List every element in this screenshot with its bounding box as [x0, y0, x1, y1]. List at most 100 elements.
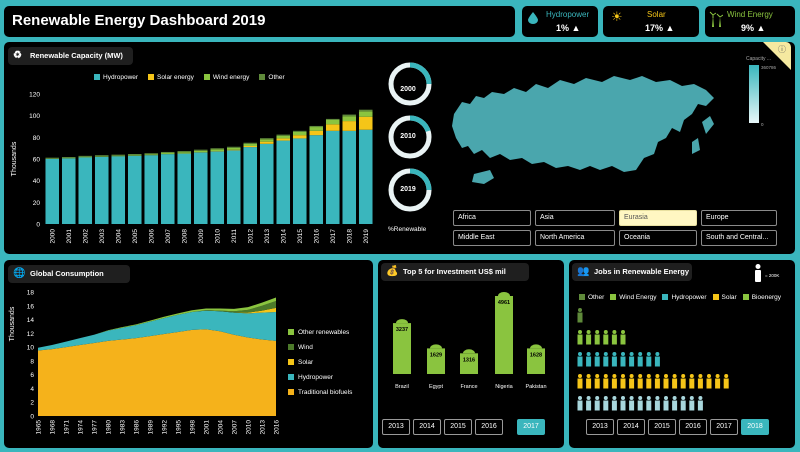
person-body — [689, 378, 695, 389]
region-europe[interactable]: Europe — [701, 210, 777, 226]
invest-year-2015[interactable]: 2015 — [444, 419, 472, 435]
jobs-person-icon — [637, 396, 643, 411]
person-body — [646, 356, 652, 367]
consumption-legend-swatch — [288, 374, 294, 380]
investment-bar-cap — [463, 349, 475, 354]
jobs-year-2013[interactable]: 2013 — [586, 419, 614, 435]
capacity-chart: Thousands 0 20 40 60 80 100 120 2000 2001 2002 2003… — [11, 92, 373, 244]
jobs-person-icon — [646, 374, 652, 389]
jobs-year-2015[interactable]: 2015 — [648, 419, 676, 435]
person-body — [629, 378, 635, 389]
capacity-bar-hydropower — [61, 158, 76, 224]
invest-year-2016[interactable]: 2016 — [475, 419, 503, 435]
region-asia[interactable]: Asia — [535, 210, 615, 226]
person-head — [638, 352, 643, 356]
jobs-year-2018[interactable]: 2018 — [741, 419, 769, 435]
jobs-person-icon — [603, 374, 609, 389]
capacity-bar-hydropower — [193, 152, 208, 224]
jobs-unit-label: = 200K — [765, 273, 780, 278]
legend-hydropower: Hydropower — [94, 74, 138, 81]
jobs-person-icon — [646, 396, 652, 411]
jobs-person-icon — [663, 396, 669, 411]
capacity-x-tick: 2007 — [165, 229, 172, 244]
globe-icon: 🌐 — [13, 268, 26, 279]
capacity-bar-other — [94, 155, 109, 157]
person-head — [586, 374, 591, 378]
region-eurasia[interactable]: Eurasia — [619, 210, 697, 226]
jobs-year-2017[interactable]: 2017 — [710, 419, 738, 435]
capacity-bar-wind-energy — [259, 139, 274, 142]
person-body — [594, 378, 600, 389]
kpi-hydropower-value: 1% ▲ — [556, 23, 581, 33]
jobs-person-icon — [620, 330, 626, 345]
jobs-person-icon — [577, 352, 583, 367]
donut-arc — [409, 62, 432, 85]
capacity-y-tick: 120 — [29, 92, 40, 99]
person-body — [629, 356, 635, 367]
person-head — [689, 374, 694, 378]
capacity-x-tick: 2017 — [330, 229, 337, 244]
capacity-x-tick: 2001 — [66, 229, 73, 244]
invest-year-2014[interactable]: 2014 — [413, 419, 441, 435]
investment-bar-cap — [430, 344, 442, 349]
capacity-bar-other — [177, 151, 192, 153]
investment-x-tick: France — [460, 384, 477, 390]
person-body — [697, 400, 703, 411]
person-body — [672, 378, 678, 389]
investment-bar-cap — [396, 319, 408, 324]
jobs-legend-wind: Wind Energy — [610, 294, 656, 301]
capacity-bar-other — [358, 109, 373, 112]
person-head — [621, 352, 625, 356]
capacity-panel: ♻ Renewable Capacity (MW) Hydropower Sola… — [4, 42, 795, 254]
capacity-x-tick: 2013 — [264, 229, 271, 244]
capacity-bar-hydropower — [177, 153, 192, 224]
capacity-bar-other — [276, 134, 291, 136]
investment-bar-cap — [530, 344, 542, 349]
jobs-pictogram — [577, 308, 729, 411]
investment-x-tick: Nigeria — [495, 384, 513, 390]
person-head — [612, 396, 617, 400]
capacity-bar-wind-energy — [94, 156, 109, 157]
info-icon[interactable]: ⓘ — [778, 45, 786, 54]
consumption-area-other-renewables — [38, 297, 276, 348]
coins-icon: 💰 — [386, 266, 399, 277]
info-corner[interactable] — [763, 42, 791, 70]
consumption-x-tick: 1971 — [63, 420, 70, 435]
capacity-bar-hydropower — [45, 159, 60, 224]
invest-year-2017[interactable]: 2017 — [517, 419, 545, 435]
capacity-bar-wind-energy — [193, 150, 208, 153]
region-south-central[interactable]: South and Central... — [701, 230, 777, 246]
capacity-bar-wind-energy — [111, 155, 126, 157]
person-head — [621, 396, 625, 400]
invest-year-2013[interactable]: 2013 — [382, 419, 410, 435]
capacity-bar-hydropower — [309, 135, 324, 224]
world-map-eurasia — [452, 76, 714, 184]
region-oceania[interactable]: Oceania — [619, 230, 697, 246]
jobs-legend-hydro: Hydropower — [662, 294, 707, 301]
person-head — [612, 374, 617, 378]
person-head — [603, 396, 608, 400]
capacity-bar-other — [78, 155, 93, 157]
jobs-legend: Other Wind Energy Hydropower Solar Bioen… — [579, 294, 781, 301]
jobs-person-icon — [706, 374, 712, 389]
jobs-person-icon — [715, 374, 721, 389]
person-body — [663, 378, 669, 389]
investment-panel-title: 💰 Top 5 for Investment US$ mil — [381, 263, 529, 281]
capacity-x-tick: 2003 — [99, 229, 106, 244]
jobs-person-icon — [594, 374, 600, 389]
consumption-x-tick: 2016 — [273, 420, 280, 435]
investment-bar-cap — [498, 292, 510, 296]
jobs-year-2014[interactable]: 2014 — [617, 419, 645, 435]
jobs-person-icon — [646, 352, 652, 367]
region-africa[interactable]: Africa — [453, 210, 531, 226]
jobs-year-2016[interactable]: 2016 — [679, 419, 707, 435]
region-middle-east[interactable]: Middle East — [453, 230, 531, 246]
person-body — [646, 378, 652, 389]
person-head — [578, 396, 582, 400]
capacity-bar-hydropower — [144, 155, 159, 224]
region-north-america[interactable]: North America — [535, 230, 615, 246]
capacity-bar-solar-energy — [226, 149, 241, 151]
capacity-bar-other — [144, 153, 159, 155]
investment-bar — [427, 348, 445, 374]
person-body — [663, 400, 669, 411]
